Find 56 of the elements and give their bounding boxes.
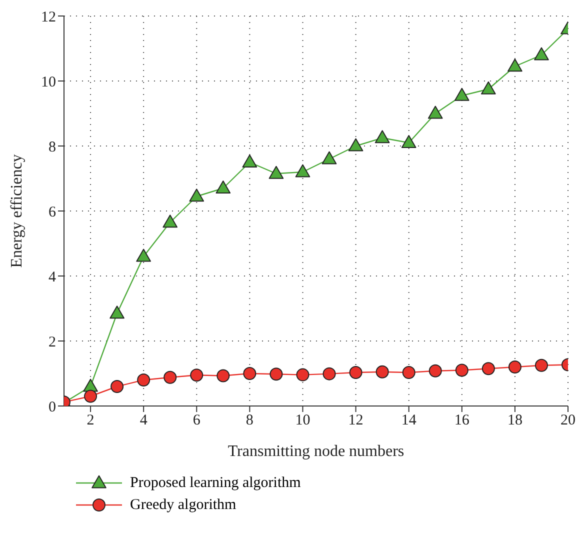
point (242, 154, 258, 168)
point (270, 368, 283, 381)
x-tick-label: 6 (192, 412, 201, 429)
x-tick-label: 2 (86, 412, 94, 429)
y-tick-label: 12 (41, 9, 56, 26)
point (374, 130, 390, 144)
point (268, 166, 284, 179)
point (137, 374, 150, 386)
point (534, 47, 549, 60)
legend-label: Proposed learning algorithm (130, 474, 301, 492)
y-tick-label: 2 (48, 334, 56, 350)
point (401, 135, 416, 148)
point (428, 106, 443, 119)
point (110, 306, 124, 319)
x-tick-label: 16 (454, 412, 470, 429)
point (376, 365, 389, 378)
point (296, 368, 310, 382)
point (534, 358, 548, 372)
point (243, 367, 256, 380)
y-tick-label: 8 (48, 139, 56, 156)
y-tick-label: 4 (48, 269, 56, 286)
point (164, 370, 177, 384)
y-tick-label: 10 (41, 74, 56, 90)
x-tick-label: 8 (246, 412, 254, 429)
point (508, 58, 522, 72)
x-axis-title: Transmitting node numbers (228, 443, 404, 460)
point (482, 362, 495, 376)
point (428, 364, 442, 378)
point (216, 180, 231, 194)
x-tick-label: 12 (348, 412, 364, 429)
y-tick-label: 6 (48, 204, 56, 220)
x-tick-label: 4 (140, 412, 148, 429)
legend-label: Greedy algorithm (130, 496, 236, 514)
point (162, 214, 178, 228)
point (322, 151, 337, 164)
point (402, 366, 416, 380)
x-tick-label: 14 (401, 412, 417, 429)
x-tick-label: 20 (560, 412, 576, 429)
point (295, 164, 310, 178)
point (348, 138, 364, 152)
point (189, 188, 204, 202)
point (216, 369, 230, 382)
point (136, 248, 151, 262)
point (349, 366, 362, 380)
point (508, 360, 522, 374)
point (481, 81, 496, 94)
y-axis-title: Energy efficiency (8, 154, 26, 268)
point (110, 380, 124, 393)
point (322, 367, 336, 380)
x-tick-label: 18 (507, 412, 522, 429)
point (190, 368, 204, 382)
x-tick-label: 10 (295, 412, 310, 429)
point (455, 364, 468, 377)
point (84, 390, 98, 403)
point (454, 88, 470, 101)
y-tick-label: 0 (48, 399, 56, 416)
